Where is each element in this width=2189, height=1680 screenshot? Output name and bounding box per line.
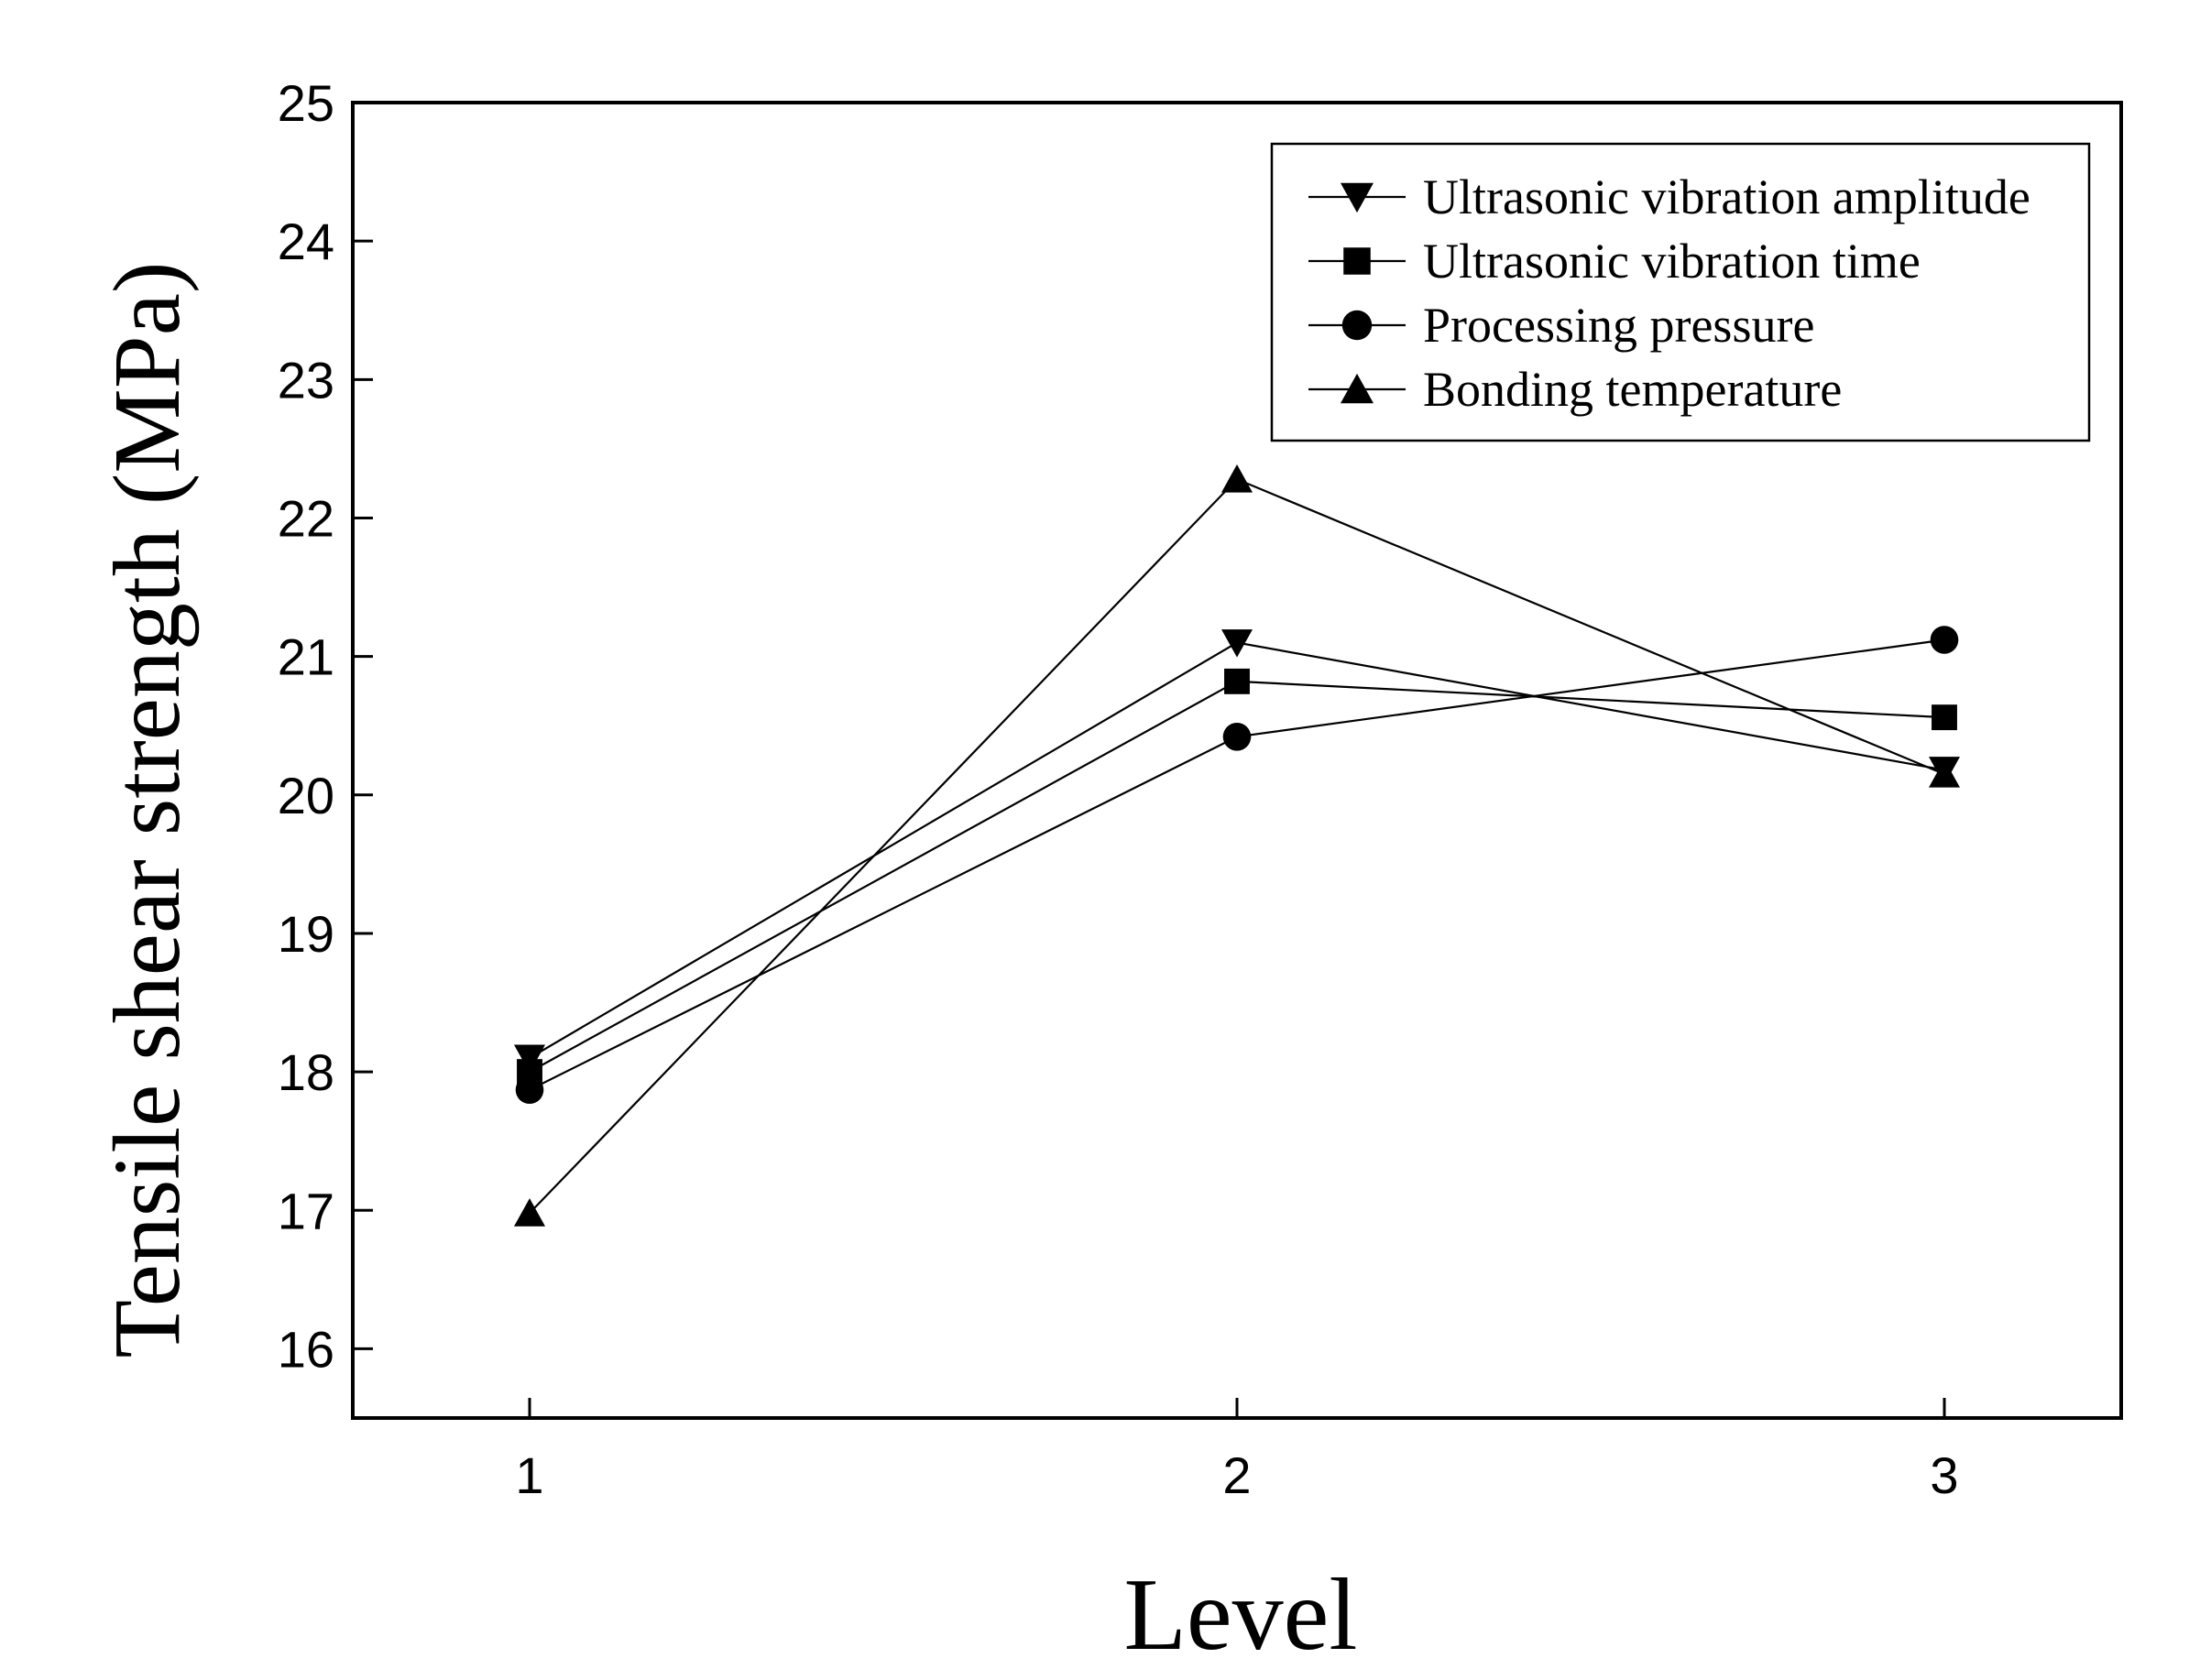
y-tick-label: 23 [278,351,334,409]
legend-item: Processing pressure [1308,298,1814,353]
y-axis-title: Tensile shear strength (MPa) [94,261,200,1358]
y-tick-label: 25 [278,74,334,132]
y-tick-label: 18 [278,1043,334,1101]
y-tick-label: 19 [278,905,334,963]
x-axis-title: Level [1124,1558,1358,1672]
legend-item: Ultrasonic vibration amplitude [1308,169,2030,224]
y-tick-label: 16 [278,1320,334,1378]
y-tick-label: 17 [278,1182,334,1239]
data-point [1930,626,1959,654]
legend-marker [1341,310,1373,341]
y-tick-label: 24 [278,213,334,270]
y-tick-label: 22 [278,489,334,547]
data-point [1224,668,1250,694]
legend-label: Ultrasonic vibration time [1423,234,1921,289]
y-tick-label: 21 [278,628,334,686]
legend-label: Processing pressure [1423,298,1814,353]
legend-marker [1343,247,1371,275]
legend-marker [1341,373,1374,404]
x-tick-label: 1 [515,1446,543,1504]
data-point [1221,464,1253,493]
data-point [514,1044,545,1074]
data-point [1932,704,1957,731]
data-point [515,1075,544,1105]
legend-item: Ultrasonic vibration time [1308,234,1921,289]
legend-label: Bonding temperature [1423,362,1842,417]
data-point [514,1198,545,1227]
legend-marker [1341,182,1374,213]
data-point [1222,723,1252,751]
x-tick-label: 2 [1222,1446,1251,1504]
series-4 [514,464,1960,1227]
series-3 [515,626,1959,1105]
legend-item: Bonding temperature [1308,362,1842,417]
legend-label: Ultrasonic vibration amplitude [1423,169,2030,224]
legend-box [1270,142,2091,442]
data-point [1929,758,1960,788]
x-tick-label: 3 [1930,1446,1958,1504]
data-point [1221,629,1253,658]
y-tick-label: 20 [278,767,334,824]
